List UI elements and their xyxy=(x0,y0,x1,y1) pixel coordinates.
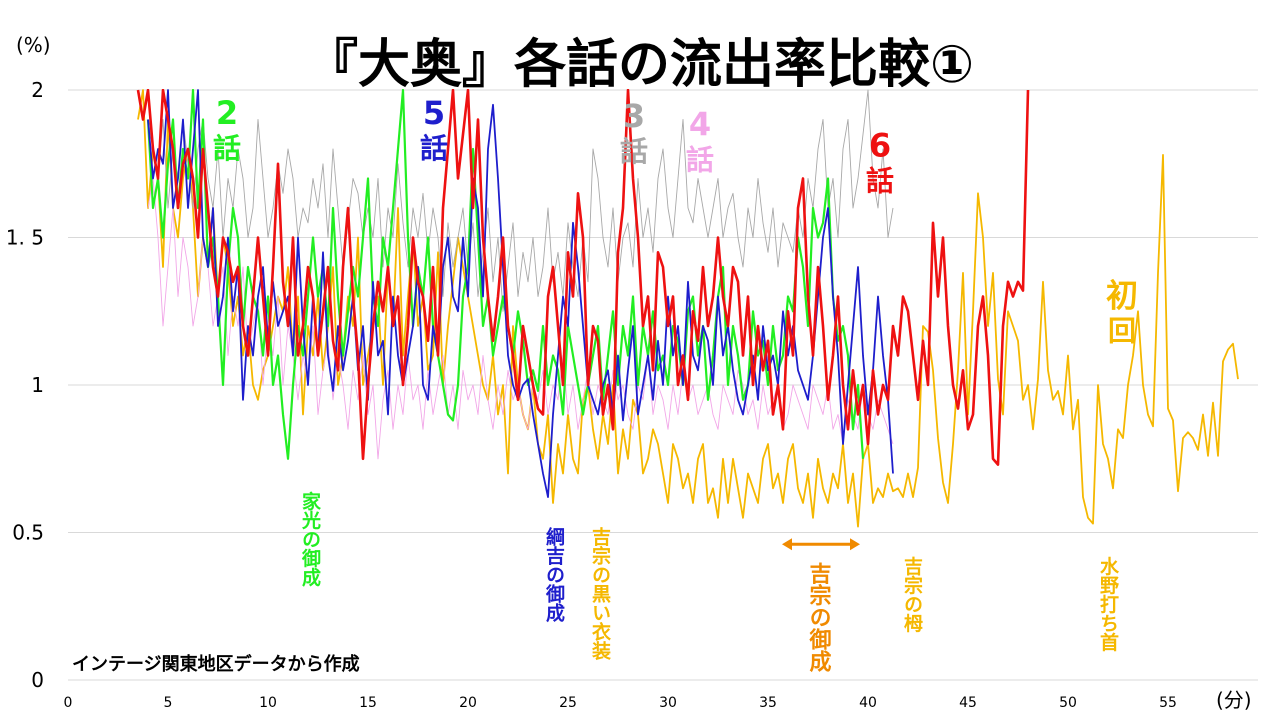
y-tick-label: 0 xyxy=(31,668,44,692)
series-line-1 xyxy=(137,89,1239,528)
chart-title: 『大奥』各話の流出率比較① xyxy=(306,35,974,95)
annotation-label: 家光の御成 xyxy=(299,490,322,587)
y-tick-label: 2 xyxy=(31,78,44,102)
x-tick-label: 40 xyxy=(859,695,877,711)
x-tick-label: 30 xyxy=(659,695,677,711)
annotations: 家光の御成 綱吉の御成 吉宗の黒い衣装 吉宗の御成 吉宗の栂 水野打ち首 xyxy=(299,490,1119,673)
series-label: 初 xyxy=(1106,277,1138,315)
x-tick-label: 45 xyxy=(959,695,977,711)
series-label: 3 xyxy=(623,97,645,135)
x-tick-label: 35 xyxy=(759,695,777,711)
y-tick-label: 1 xyxy=(31,373,44,397)
series-lines xyxy=(136,89,1239,528)
series-label-suffix: 話 xyxy=(620,135,648,168)
series-line-5 xyxy=(147,89,894,499)
source-note: インテージ関東地区データから作成 xyxy=(72,653,360,675)
series-label: 2 xyxy=(216,94,238,132)
x-axis-ticks: 0 5 10 15 20 25 30 35 40 45 50 55 xyxy=(64,695,1177,711)
x-tick-label: 55 xyxy=(1159,695,1177,711)
y-tick-label: 0.5 xyxy=(12,521,44,545)
annotation-label: 吉宗の御成 xyxy=(806,561,833,673)
annotation-label: 水野打ち首 xyxy=(1097,556,1119,651)
series-label-suffix: 話 xyxy=(213,132,241,165)
x-unit-label: (分) xyxy=(1216,688,1252,712)
series-label-suffix: 話 xyxy=(686,144,714,177)
y-tick-label: 1. 5 xyxy=(6,226,44,250)
series-label: 6 xyxy=(869,126,891,164)
series-line-2 xyxy=(147,89,894,312)
annotation-label: 綱吉の御成 xyxy=(543,525,566,622)
x-tick-label: 25 xyxy=(559,695,577,711)
y-unit-label: (%) xyxy=(16,33,51,57)
x-tick-label: 0 xyxy=(64,695,73,711)
annotation-label: 吉宗の黒い衣装 xyxy=(589,525,612,660)
annotation-arrow-head-left xyxy=(782,538,792,551)
annotation-label: 吉宗の栂 xyxy=(901,555,923,632)
y-axis-ticks: 0 0.5 1 1. 5 2 xyxy=(6,78,44,692)
series-line-6 xyxy=(136,89,1030,466)
series-label: 4 xyxy=(689,106,711,144)
series-label-suffix: 話 xyxy=(866,164,894,197)
series-label-suffix: 話 xyxy=(420,132,448,165)
x-tick-label: 50 xyxy=(1059,695,1077,711)
x-tick-label: 15 xyxy=(359,695,377,711)
annotation-arrow-head-right xyxy=(850,538,860,551)
series-label: 5 xyxy=(423,94,445,132)
series-line-3 xyxy=(147,178,894,460)
x-tick-label: 5 xyxy=(164,695,173,711)
x-tick-label: 20 xyxy=(459,695,477,711)
series-label-suffix: 回 xyxy=(1108,315,1136,348)
x-tick-label: 10 xyxy=(259,695,277,711)
